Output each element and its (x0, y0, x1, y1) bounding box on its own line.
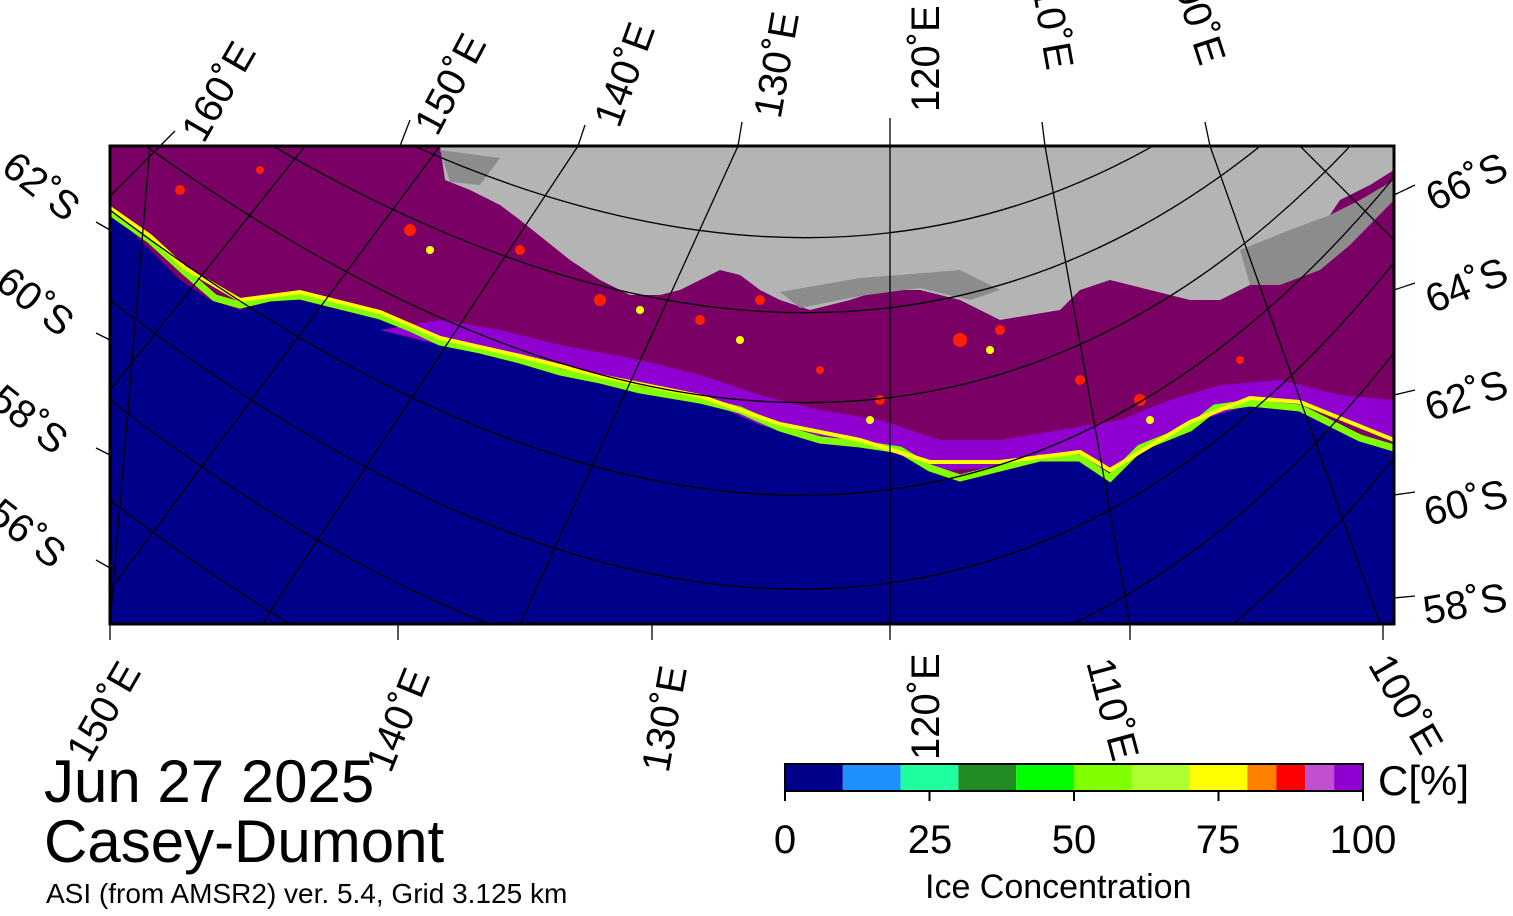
colorbar-bin (1131, 764, 1190, 791)
colorbar-bin (900, 764, 959, 791)
sea-ice-edge-yellow (110, 206, 1394, 473)
colorbar-bin (785, 764, 843, 791)
colorbar-tick-label: 50 (1051, 818, 1097, 862)
graticule-parallels (110, 146, 1394, 624)
colorbar-bin (1334, 764, 1363, 791)
sea-ice-patches-yellow (426, 246, 1154, 424)
colorbar-bin (1016, 764, 1074, 791)
colorbar-tick-label: 25 (907, 818, 953, 862)
colorbar-bin (1247, 764, 1277, 791)
map-region: Casey-Dumont (44, 808, 445, 875)
map-date: Jun 27 2025 (44, 748, 375, 815)
colorbar-bin (958, 764, 1017, 791)
lon-label-bottom: 120˚E (904, 653, 948, 760)
colorbar-tick-label: 0 (773, 818, 797, 862)
colorbar-bin (1305, 764, 1335, 791)
colorbar-tick-label: 100 (1329, 818, 1397, 862)
colorbar-bin (1074, 764, 1132, 791)
lon-label-top: 120˚E (904, 5, 948, 112)
colorbar (784, 763, 1364, 801)
colorbar-bin (1189, 764, 1248, 791)
sea-ice-high (380, 320, 1394, 470)
colorbar-tick-label: 75 (1195, 818, 1241, 862)
graticule-ticks (95, 118, 1416, 640)
colorbar-bin (842, 764, 901, 791)
colorbar-title: Ice Concentration (925, 868, 1192, 906)
colorbar-bin (1276, 764, 1306, 791)
colorbar-unit: C[%] (1378, 757, 1470, 804)
data-source: ASI (from AMSR2) ver. 5.4, Grid 3.125 km (46, 878, 568, 909)
map-frame (108, 144, 1396, 626)
graticule-meridians (110, 146, 1394, 624)
